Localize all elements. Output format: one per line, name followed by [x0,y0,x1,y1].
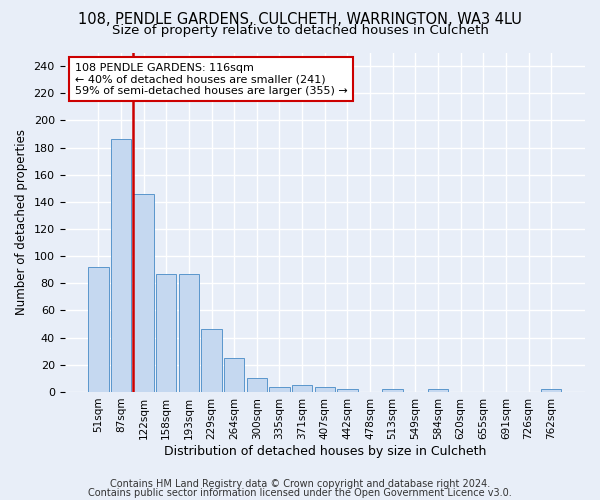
Bar [156,274,176,392]
Bar [314,386,335,392]
Y-axis label: Number of detached properties: Number of detached properties [15,129,28,315]
Text: Contains HM Land Registry data © Crown copyright and database right 2024.: Contains HM Land Registry data © Crown c… [110,479,490,489]
Bar [337,389,358,392]
Bar [111,140,131,392]
Bar [247,378,267,392]
Bar [428,389,448,392]
Text: 108, PENDLE GARDENS, CULCHETH, WARRINGTON, WA3 4LU: 108, PENDLE GARDENS, CULCHETH, WARRINGTO… [78,12,522,28]
Bar [382,389,403,392]
Bar [292,385,313,392]
Text: Size of property relative to detached houses in Culcheth: Size of property relative to detached ho… [112,24,488,37]
Bar [133,194,154,392]
Bar [202,330,222,392]
Bar [179,274,199,392]
X-axis label: Distribution of detached houses by size in Culcheth: Distribution of detached houses by size … [164,444,486,458]
Text: Contains public sector information licensed under the Open Government Licence v3: Contains public sector information licen… [88,488,512,498]
Bar [541,389,562,392]
Bar [269,386,290,392]
Bar [88,267,109,392]
Bar [224,358,244,392]
Text: 108 PENDLE GARDENS: 116sqm
← 40% of detached houses are smaller (241)
59% of sem: 108 PENDLE GARDENS: 116sqm ← 40% of deta… [75,62,347,96]
